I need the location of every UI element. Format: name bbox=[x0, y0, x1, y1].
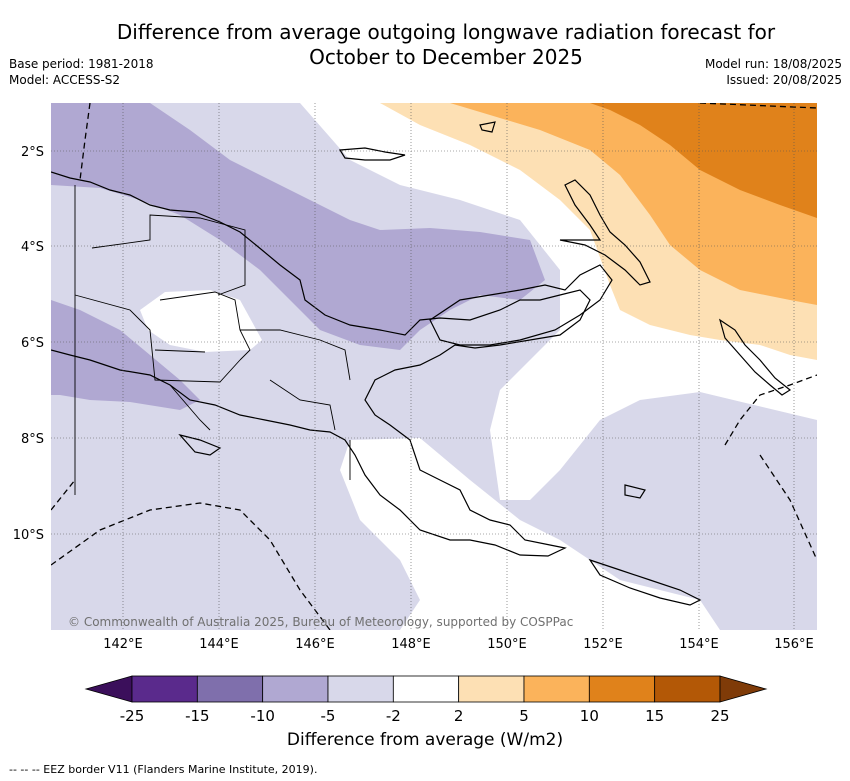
grid-lines bbox=[51, 103, 817, 630]
lat-label: 2°S bbox=[21, 145, 44, 160]
eez-borders bbox=[51, 103, 817, 630]
colorbar-cell bbox=[458, 675, 525, 703]
colorbar-tick-label: -10 bbox=[250, 707, 275, 725]
chart-title: Difference from average outgoing longwav… bbox=[90, 20, 802, 70]
colorbar-cell bbox=[131, 675, 198, 703]
lon-label: 150°E bbox=[487, 637, 527, 652]
colorbar-tick-label: -15 bbox=[185, 707, 210, 725]
title-line-2: October to December 2025 bbox=[309, 45, 583, 69]
colorbar-extend-high bbox=[719, 675, 768, 703]
fly-delta-coast bbox=[178, 433, 222, 456]
lon-label: 144°E bbox=[199, 637, 239, 652]
colorbar-cell bbox=[588, 675, 656, 703]
meta-left: Base period: 1981-2018 Model: ACCESS-S2 bbox=[9, 56, 154, 88]
woodlark-coast bbox=[624, 484, 646, 499]
issued-text: Issued: 20/08/2025 bbox=[726, 73, 842, 87]
lat-axis: 2°S 4°S 6°S 8°S 10°S bbox=[13, 145, 44, 543]
colorbar-cell bbox=[196, 675, 264, 703]
colorbar-cells bbox=[131, 675, 721, 703]
colorbar-tick-label: -5 bbox=[321, 707, 336, 725]
model-text: Model: ACCESS-S2 bbox=[9, 73, 121, 87]
colorbar-cell bbox=[327, 675, 394, 703]
manus-coast bbox=[479, 121, 496, 133]
lat-label: 6°S bbox=[21, 336, 44, 351]
lat-label: 10°S bbox=[13, 528, 44, 543]
colorbar-tick-label: 2 bbox=[454, 707, 464, 725]
lon-label: 154°E bbox=[679, 637, 719, 652]
anomaly-region-below-north bbox=[51, 103, 545, 350]
colorbar-ticks: -25 -15 -10 -5 -2 2 5 10 15 25 bbox=[120, 707, 730, 725]
north-islands-coast bbox=[338, 147, 406, 161]
copyright-text: © Commonwealth of Australia 2025, Bureau… bbox=[68, 615, 573, 629]
lon-label: 152°E bbox=[583, 637, 623, 652]
colorbar: -25 -15 -10 -5 -2 2 5 10 15 25 bbox=[84, 675, 768, 725]
eez-footnote: -- -- -- EEZ border V11 (Flanders Marine… bbox=[9, 763, 318, 776]
south-islands-coast bbox=[588, 558, 702, 606]
lon-label: 142°E bbox=[103, 637, 143, 652]
province-borders bbox=[74, 185, 351, 495]
anomaly-region-above-strong bbox=[590, 103, 817, 218]
lat-label: 4°S bbox=[21, 240, 44, 255]
base-period-text: Base period: 1981-2018 bbox=[9, 57, 154, 71]
colorbar-extend-low bbox=[84, 675, 133, 703]
lon-label: 148°E bbox=[391, 637, 431, 652]
new-guinea-coast bbox=[51, 171, 591, 557]
colorbar-tick-label: 10 bbox=[580, 707, 599, 725]
new-ireland-coast bbox=[559, 179, 651, 286]
colorbar-tick-label: 5 bbox=[519, 707, 529, 725]
anomaly-region-below-southwest bbox=[51, 300, 200, 410]
anomaly-region-below-west-strip bbox=[51, 103, 90, 185]
colorbar-label: Difference from average (W/m2) bbox=[286, 730, 564, 750]
model-run-text: Model run: 18/08/2025 bbox=[704, 57, 842, 71]
colorbar-tick-label: 25 bbox=[710, 707, 729, 725]
map-area: © Commonwealth of Australia 2025, Bureau… bbox=[51, 103, 817, 630]
coastlines bbox=[51, 121, 792, 606]
anomaly-region-near-normal-south bbox=[340, 438, 720, 630]
anomaly-region-near-normal-inland bbox=[140, 290, 262, 352]
colorbar-tick-label: -2 bbox=[386, 707, 401, 725]
colorbar-cell bbox=[654, 675, 721, 703]
lon-label: 156°E bbox=[774, 637, 814, 652]
lon-label: 146°E bbox=[295, 637, 335, 652]
lon-axis: 142°E 144°E 146°E 148°E 150°E 152°E 154°… bbox=[103, 637, 814, 652]
bougainville-coast bbox=[718, 318, 792, 396]
colorbar-cell bbox=[523, 675, 590, 703]
new-britain-coast bbox=[429, 264, 613, 346]
colorbar-tick-label: 15 bbox=[645, 707, 664, 725]
colorbar-tick-label: -25 bbox=[120, 707, 145, 725]
meta-right: Model run: 18/08/2025 Issued: 20/08/2025 bbox=[705, 56, 842, 88]
colorbar-cell bbox=[392, 675, 460, 703]
lat-label: 8°S bbox=[21, 432, 44, 447]
colorbar-cell bbox=[262, 675, 329, 703]
title-line-1: Difference from average outgoing longwav… bbox=[116, 20, 776, 44]
